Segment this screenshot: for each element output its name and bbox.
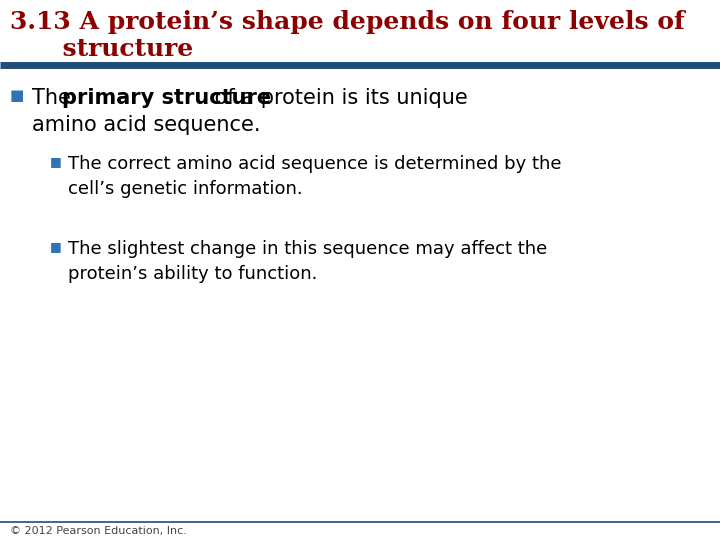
- Text: amino acid sequence.: amino acid sequence.: [32, 115, 261, 135]
- Text: of a protein is its unique: of a protein is its unique: [208, 88, 468, 108]
- Text: The slightest change in this sequence may affect the
protein’s ability to functi: The slightest change in this sequence ma…: [68, 240, 547, 283]
- Text: The correct amino acid sequence is determined by the
cell’s genetic information.: The correct amino acid sequence is deter…: [68, 155, 562, 198]
- Text: ■: ■: [10, 88, 24, 103]
- Text: structure: structure: [10, 37, 193, 61]
- Text: ■: ■: [50, 240, 62, 253]
- Text: The: The: [32, 88, 78, 108]
- Text: © 2012 Pearson Education, Inc.: © 2012 Pearson Education, Inc.: [10, 526, 187, 536]
- Text: 3.13 A protein’s shape depends on four levels of: 3.13 A protein’s shape depends on four l…: [10, 10, 685, 34]
- Text: primary structure: primary structure: [62, 88, 271, 108]
- Text: ■: ■: [50, 155, 62, 168]
